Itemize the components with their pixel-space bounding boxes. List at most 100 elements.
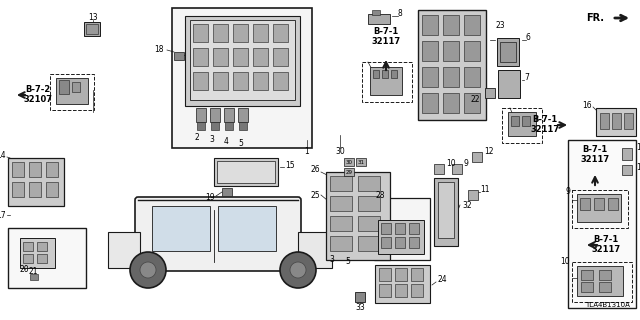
- Text: 33: 33: [355, 302, 365, 311]
- Text: B-7-1: B-7-1: [373, 28, 399, 36]
- Bar: [372, 10, 380, 15]
- Bar: [395, 223, 405, 234]
- Bar: [418, 10, 486, 120]
- FancyBboxPatch shape: [135, 197, 301, 271]
- Bar: [174, 52, 184, 60]
- Bar: [238, 108, 248, 122]
- Bar: [572, 190, 628, 228]
- Bar: [409, 237, 419, 248]
- Bar: [217, 161, 275, 183]
- Bar: [37, 254, 47, 263]
- Bar: [108, 232, 140, 268]
- Circle shape: [290, 262, 306, 278]
- Bar: [443, 41, 459, 61]
- Bar: [577, 194, 621, 222]
- Bar: [197, 122, 205, 130]
- Bar: [193, 72, 208, 90]
- Bar: [298, 232, 332, 268]
- Bar: [56, 78, 88, 104]
- Text: 29: 29: [346, 170, 353, 174]
- Bar: [344, 158, 354, 166]
- Bar: [464, 67, 480, 87]
- Text: 26: 26: [310, 165, 320, 174]
- Bar: [233, 24, 248, 42]
- Bar: [50, 74, 94, 110]
- Bar: [379, 284, 391, 297]
- Bar: [23, 242, 33, 251]
- Bar: [472, 152, 482, 162]
- Bar: [8, 228, 86, 288]
- Bar: [86, 24, 98, 34]
- Bar: [608, 198, 618, 210]
- Bar: [152, 206, 210, 251]
- Text: B-7-1: B-7-1: [582, 146, 607, 155]
- Text: 3: 3: [209, 135, 214, 145]
- Bar: [581, 270, 593, 280]
- Text: 9: 9: [464, 159, 469, 169]
- Text: 6: 6: [526, 34, 531, 43]
- Text: 3: 3: [330, 255, 335, 265]
- Bar: [330, 216, 352, 231]
- Bar: [375, 265, 430, 303]
- Bar: [382, 70, 388, 78]
- Text: 21: 21: [28, 268, 38, 276]
- Bar: [500, 42, 516, 62]
- Text: 32: 32: [462, 201, 472, 210]
- Bar: [185, 16, 300, 106]
- Bar: [373, 70, 379, 78]
- Bar: [12, 182, 24, 197]
- Bar: [29, 162, 41, 177]
- Text: 32117: 32117: [531, 125, 559, 134]
- Bar: [395, 284, 407, 297]
- Text: 24: 24: [438, 276, 447, 284]
- Bar: [356, 158, 366, 166]
- Bar: [600, 113, 609, 129]
- Bar: [612, 113, 621, 129]
- Bar: [498, 70, 520, 98]
- Bar: [222, 188, 232, 196]
- Bar: [358, 176, 380, 191]
- Bar: [330, 196, 352, 211]
- Text: 13: 13: [88, 13, 98, 22]
- Bar: [468, 190, 478, 200]
- Text: 4: 4: [223, 138, 228, 147]
- Bar: [20, 238, 55, 268]
- Text: 16: 16: [582, 100, 592, 109]
- Bar: [572, 262, 632, 302]
- Text: 32117: 32117: [580, 156, 609, 164]
- Bar: [196, 108, 206, 122]
- Bar: [225, 122, 233, 130]
- Bar: [213, 72, 228, 90]
- Circle shape: [130, 252, 166, 288]
- Circle shape: [140, 262, 156, 278]
- Bar: [370, 67, 402, 95]
- Bar: [211, 122, 219, 130]
- Bar: [253, 72, 268, 90]
- Bar: [381, 223, 391, 234]
- Bar: [581, 282, 593, 292]
- Bar: [599, 282, 611, 292]
- Bar: [23, 254, 33, 263]
- Text: B-7-2: B-7-2: [26, 85, 51, 94]
- Bar: [422, 41, 438, 61]
- Bar: [596, 108, 636, 136]
- Bar: [594, 198, 604, 210]
- Text: 18: 18: [154, 45, 164, 54]
- Text: FR.: FR.: [586, 13, 604, 23]
- Bar: [30, 274, 38, 280]
- Text: 8: 8: [398, 10, 403, 19]
- Bar: [624, 113, 633, 129]
- Text: 10: 10: [446, 159, 456, 169]
- Bar: [443, 93, 459, 113]
- Bar: [273, 72, 288, 90]
- Bar: [434, 164, 444, 174]
- Text: 11: 11: [480, 186, 490, 195]
- Bar: [464, 41, 480, 61]
- Bar: [233, 48, 248, 66]
- Bar: [374, 198, 430, 260]
- Bar: [358, 196, 380, 211]
- Bar: [502, 108, 542, 143]
- Bar: [84, 22, 100, 36]
- Bar: [218, 206, 276, 251]
- Text: 32107: 32107: [24, 95, 52, 105]
